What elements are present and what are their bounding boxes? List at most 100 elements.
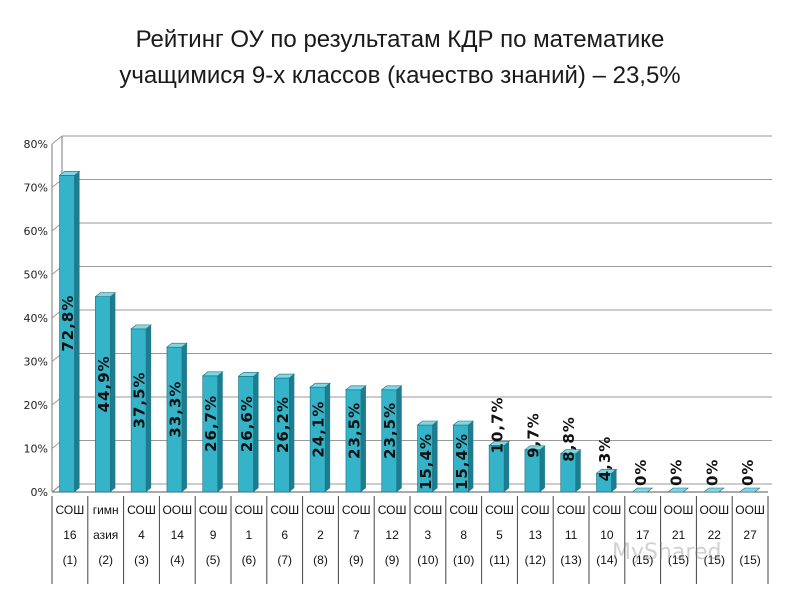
bar [345, 385, 367, 493]
category-label-line: ООШ [162, 503, 192, 517]
data-label: 72,8% [59, 295, 77, 352]
data-label: 9,7% [524, 412, 542, 458]
bar-side [181, 343, 187, 492]
data-label: 15,4% [417, 433, 435, 490]
data-label: 0% [668, 459, 686, 486]
category-label-line: СОШ [485, 503, 514, 517]
bar [416, 420, 439, 493]
bar-top [488, 441, 510, 446]
bar-top [380, 385, 403, 391]
gridlines [51, 135, 772, 493]
data-label: 0% [739, 459, 757, 486]
bar-side [217, 371, 223, 492]
category-label-line: СОШ [56, 503, 85, 517]
data-label: 44,9% [95, 355, 113, 412]
category-label: СОШ 9 (5) [199, 503, 228, 567]
category-label-line: (10) [453, 553, 474, 567]
category-label: СОШ 5 (11) [485, 503, 514, 567]
bar-top [631, 487, 654, 493]
bar-top [166, 342, 188, 348]
category-label-line: СОШ [378, 503, 407, 517]
bar [237, 371, 260, 493]
category-label-line: 6 [281, 528, 288, 542]
bar-side [360, 385, 366, 492]
data-label: 0% [703, 459, 721, 486]
category-label-line: 1 [246, 528, 253, 542]
category-label-line: 2 [317, 528, 324, 542]
category-label-line: 10 [600, 528, 614, 542]
category-label-line: 14 [171, 528, 185, 542]
bar-top [309, 382, 331, 388]
y-tick-label: 50% [24, 269, 48, 282]
y-tick-label: 0% [31, 486, 48, 499]
category-label: СОШ 8 (10) [449, 503, 478, 567]
bar [631, 487, 654, 493]
bar [273, 373, 296, 493]
category-label: СОШ 10 (14) [593, 503, 622, 567]
category-label: СОШ 1 (6) [235, 503, 264, 567]
bar [130, 324, 152, 493]
category-label-line: 9 [210, 528, 217, 542]
chart-frame [51, 136, 768, 493]
category-label-line: СОШ [449, 503, 478, 517]
data-label: 15,4% [453, 433, 471, 490]
data-label: 8,8% [560, 416, 578, 462]
bar-side [74, 171, 80, 492]
bar [738, 487, 761, 493]
category-label-line: ООШ [664, 503, 694, 517]
data-label: 37,5% [131, 371, 149, 428]
category-label-line: (15) [668, 553, 689, 567]
category-label: СОШ 6 (7) [270, 503, 299, 567]
category-label-line: 22 [708, 528, 722, 542]
category-label-line: (15) [739, 553, 760, 567]
bar-top [738, 487, 761, 493]
watermark-logo: MyShared [612, 540, 722, 565]
category-label-line: (9) [385, 553, 400, 567]
category-label-line: СОШ [342, 503, 371, 517]
bar [524, 445, 546, 493]
y-tick-label: 60% [24, 225, 48, 238]
data-label: 26,7% [202, 395, 220, 452]
category-table: СОШ16(1)гимназия(2)СОШ4(3)ООШ14(4)СОШ9(5… [51, 496, 769, 584]
category-label-line: СОШ [593, 503, 622, 517]
category-label-line: (5) [206, 553, 221, 567]
category-label: СОШ 2 (8) [306, 503, 335, 567]
bar-top [345, 385, 367, 391]
category-label: СОШ 4 (3) [127, 503, 156, 567]
bar-top [201, 371, 224, 377]
bar-side [611, 469, 617, 492]
data-label: 10,7% [489, 396, 507, 453]
category-label-line: 21 [672, 528, 686, 542]
category-label-line: 13 [529, 528, 543, 542]
data-label: 26,6% [238, 395, 256, 452]
bar-side [432, 421, 438, 492]
bar-side [539, 445, 545, 492]
category-label-line: СОШ [270, 503, 299, 517]
bar-top [130, 324, 152, 330]
bar-side [396, 385, 402, 492]
y-tick-label: 20% [24, 399, 48, 412]
category-label-line: (8) [313, 553, 328, 567]
category-label: СОШ 13 (12) [521, 503, 550, 567]
bars [58, 171, 761, 493]
category-label-line: 27 [743, 528, 757, 542]
category-label-line: (3) [134, 553, 149, 567]
bar-top [703, 487, 725, 493]
category-label-line: 4 [138, 528, 145, 542]
category-label-line: (12) [525, 553, 546, 567]
category-label-line: (15) [704, 553, 725, 567]
category-label: СОШ 3 (10) [414, 503, 443, 567]
category-label-line: 3 [425, 528, 432, 542]
category-label-line: (4) [170, 553, 185, 567]
category-label-line: 5 [496, 528, 503, 542]
category-label-line: СОШ [306, 503, 335, 517]
bar-side [575, 449, 581, 492]
category-label-line: СОШ [557, 503, 586, 517]
bar-side [325, 383, 331, 492]
bar [595, 468, 618, 493]
category-label-line: азия [93, 528, 118, 542]
bar-side [289, 374, 295, 492]
category-label-line: (13) [560, 553, 581, 567]
bar [559, 449, 582, 493]
bar-top [273, 373, 296, 379]
